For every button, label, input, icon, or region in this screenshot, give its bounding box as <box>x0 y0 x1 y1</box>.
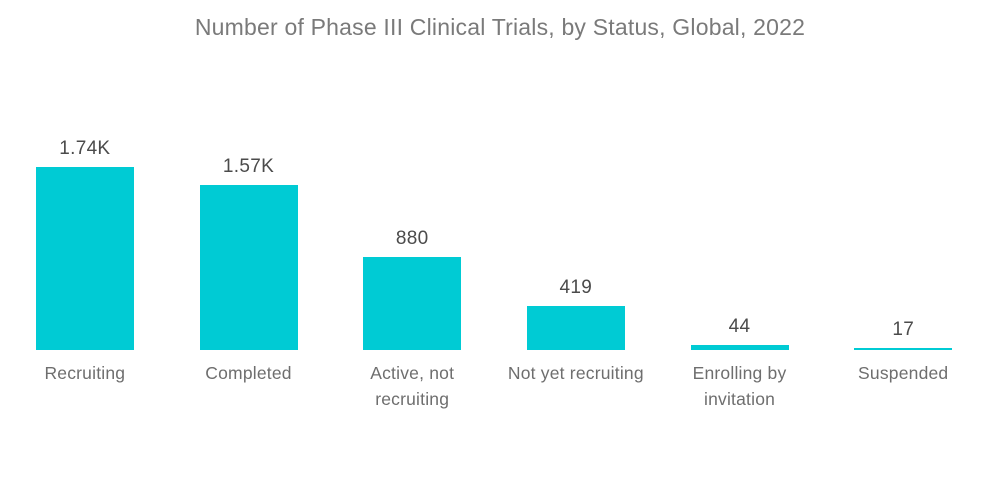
category-label-line: recruiting <box>375 389 450 409</box>
bar-value-label: 880 <box>395 228 429 249</box>
bar-column: 419 Not yet recruiting <box>494 0 658 504</box>
chart-title: Number of Phase III Clinical Trials, by … <box>194 14 806 40</box>
category-label-line: Active, not <box>370 363 455 383</box>
bar-column: 1.74K Recruiting <box>3 0 167 504</box>
bar-area: 17 <box>821 0 985 350</box>
category-label-line: Suspended <box>858 363 949 383</box>
category-label-line: Not yet recruiting <box>507 363 644 383</box>
bar-area: 44 <box>658 0 822 350</box>
category-label: Completed <box>167 350 331 386</box>
bar-area: 1.57K <box>167 0 331 350</box>
bar-column: 880 Active, not recruiting <box>330 0 494 504</box>
bar-value-label: 1.57K <box>222 156 275 177</box>
category-label-line: Recruiting <box>44 363 126 383</box>
bar-column: 44 Enrolling by invitation <box>658 0 822 504</box>
bar <box>854 348 953 350</box>
bar-value-label: 419 <box>559 277 593 298</box>
bar-area: 419 <box>494 0 658 350</box>
category-label: Not yet recruiting <box>494 350 658 386</box>
bar-value-label: 44 <box>728 316 751 337</box>
bar <box>35 167 134 350</box>
category-label-line: Completed <box>205 363 292 383</box>
category-label: Recruiting <box>3 350 167 386</box>
category-label-line: Enrolling by <box>692 363 787 383</box>
bar <box>526 306 625 350</box>
category-label: Enrolling by invitation <box>658 350 822 412</box>
bar <box>690 345 789 350</box>
bar-column: 17 Suspended <box>821 0 985 504</box>
bar-area: 880 <box>330 0 494 350</box>
plot-area: 1.74K Recruiting 1.57K Completed 880 Active, … <box>3 0 985 504</box>
bar-value-label: 17 <box>892 319 915 340</box>
category-label: Suspended <box>821 350 985 386</box>
bar-value-label: 1.74K <box>59 138 111 159</box>
category-label: Active, not recruiting <box>330 350 494 412</box>
bar <box>363 257 462 350</box>
bar-column: 1.57K Completed <box>167 0 331 504</box>
bar <box>199 185 298 350</box>
category-label-line: invitation <box>703 389 776 409</box>
bar-area: 1.74K <box>3 0 167 350</box>
